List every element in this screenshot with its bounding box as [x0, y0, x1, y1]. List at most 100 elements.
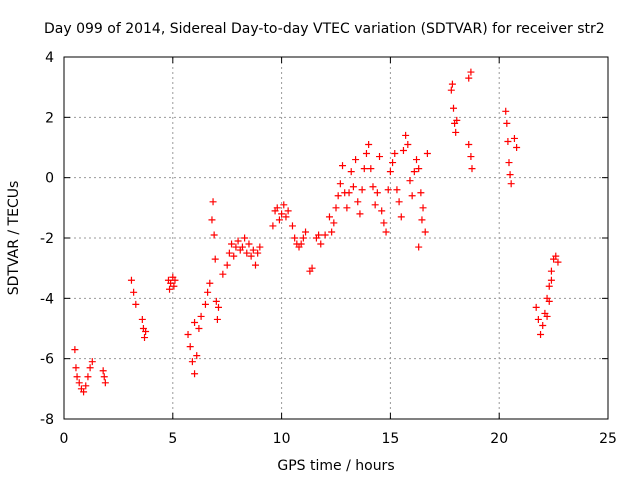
data-point: [251, 261, 259, 269]
data-point: [142, 328, 150, 336]
data-point: [447, 86, 455, 94]
data-point: [184, 331, 192, 339]
data-point: [504, 137, 512, 145]
data-point: [72, 364, 80, 372]
data-point: [138, 315, 146, 323]
data-point: [210, 231, 218, 239]
x-tick-label: 5: [168, 431, 177, 447]
data-point: [534, 315, 542, 323]
data-point: [170, 282, 178, 290]
data-point: [413, 156, 421, 164]
data-point: [328, 228, 336, 236]
data-point: [537, 331, 545, 339]
data-point: [339, 162, 347, 170]
data-point: [418, 216, 426, 224]
data-point: [197, 312, 205, 320]
data-point: [347, 168, 355, 176]
data-point: [399, 147, 407, 155]
data-point: [547, 267, 555, 275]
data-point: [188, 358, 196, 366]
data-point: [415, 165, 423, 173]
data-point: [452, 128, 460, 136]
data-point: [232, 243, 240, 251]
data-point: [467, 68, 475, 76]
data-point: [362, 150, 370, 158]
data-point: [317, 240, 325, 248]
data-point: [343, 204, 351, 212]
data-point: [352, 156, 360, 164]
data-point: [510, 134, 518, 142]
data-point: [371, 201, 379, 209]
data-point: [378, 207, 386, 215]
data-point: [419, 204, 427, 212]
data-point: [254, 249, 262, 257]
data-point: [358, 186, 366, 194]
data-point: [423, 150, 431, 158]
data-point: [450, 104, 458, 112]
data-point: [193, 352, 201, 360]
data-point: [186, 343, 194, 351]
data-point: [468, 165, 476, 173]
x-tick-label: 0: [60, 431, 69, 447]
data-point: [238, 243, 246, 251]
data-point: [282, 213, 290, 221]
data-point: [552, 252, 560, 260]
x-axis: 0 5 10 15 20 25: [60, 57, 617, 447]
data-point: [213, 315, 221, 323]
data-point: [204, 288, 212, 296]
data-point: [127, 276, 135, 284]
data-point: [334, 192, 342, 200]
data-point: [280, 201, 288, 209]
x-tick-label: 25: [599, 431, 617, 447]
data-point: [247, 252, 255, 260]
data-point: [219, 270, 227, 278]
data-point: [349, 183, 357, 191]
data-point: [245, 240, 253, 248]
data-point: [382, 228, 390, 236]
data-point: [543, 312, 551, 320]
data-point: [273, 204, 281, 212]
data-point: [223, 261, 231, 269]
data-point: [395, 198, 403, 206]
data-point: [391, 150, 399, 158]
data-point: [214, 303, 222, 311]
data-point: [132, 300, 140, 308]
data-point: [167, 279, 175, 287]
data-point: [101, 379, 109, 387]
data-point: [410, 168, 418, 176]
data-point: [308, 264, 316, 272]
data-point: [345, 189, 353, 197]
data-point: [532, 303, 540, 311]
data-point: [465, 74, 473, 82]
data-point: [402, 131, 410, 139]
grid: [64, 57, 608, 419]
data-point: [547, 276, 555, 284]
data-point: [171, 276, 179, 284]
data-point: [84, 373, 92, 381]
y-tick-label: 4: [45, 50, 54, 66]
data-point: [86, 364, 94, 372]
y-axis-label: SDTVAR / TECUs: [6, 181, 22, 296]
x-tick-label: 15: [381, 431, 399, 447]
data-point: [380, 219, 388, 227]
data-point: [453, 116, 461, 124]
data-point: [234, 237, 242, 245]
data-point: [88, 358, 96, 366]
y-tick-label: -2: [40, 231, 54, 247]
data-point: [291, 234, 299, 242]
data-point: [415, 243, 423, 251]
data-point: [389, 159, 397, 167]
data-point: [465, 140, 473, 148]
data-point: [545, 282, 553, 290]
data-point: [384, 186, 392, 194]
data-point: [360, 165, 368, 173]
data-point: [302, 228, 310, 236]
data-point: [336, 180, 344, 188]
y-tick-label: -8: [40, 412, 54, 428]
data-point: [269, 222, 277, 230]
data-point: [321, 231, 329, 239]
chart-title: Day 099 of 2014, Sidereal Day-to-day VTE…: [44, 21, 605, 37]
data-point: [467, 153, 475, 161]
